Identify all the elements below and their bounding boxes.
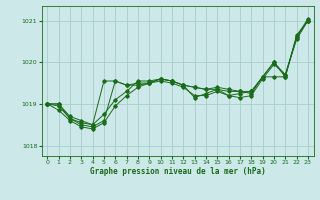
X-axis label: Graphe pression niveau de la mer (hPa): Graphe pression niveau de la mer (hPa) xyxy=(90,167,266,176)
